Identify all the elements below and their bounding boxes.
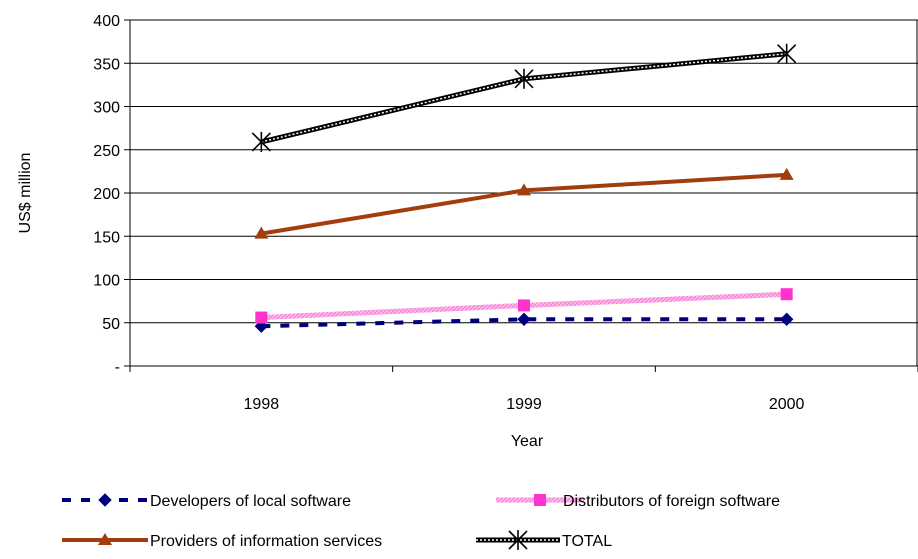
series-distributors-of-foreign-software: [255, 288, 793, 324]
marker-star: [514, 68, 534, 89]
legend-label: Providers of information services: [150, 533, 382, 550]
marker-triangle: [517, 183, 531, 196]
marker-star: [251, 131, 271, 152]
legend: Developers of local software Distributors…: [62, 493, 780, 550]
y-tick-label: 250: [93, 143, 120, 160]
marker-square: [534, 494, 546, 506]
marker-triangle: [779, 167, 794, 180]
x-tick-label: 1999: [506, 396, 542, 413]
marker-square: [780, 288, 793, 301]
marker-triangle: [254, 226, 269, 239]
axes: - 50 100 150 200 250 300 350 400 1998 1999 2000: [93, 13, 918, 413]
series-line: [261, 52, 787, 143]
marker-square: [255, 311, 268, 324]
marker-square: [518, 299, 530, 312]
legend-label: Developers of local software: [150, 493, 351, 510]
legend-item: Distributors of foreign software: [496, 493, 780, 510]
y-tick-label: 100: [93, 273, 120, 290]
y-tick-label: 200: [93, 186, 120, 203]
series-line: [260, 51, 787, 145]
legend-item: Developers of local software: [62, 493, 351, 510]
x-tick-label: 1998: [244, 396, 280, 413]
legend-item: TOTAL: [476, 530, 612, 550]
series-providers-of-information-services: [254, 167, 794, 239]
marker-star: [508, 530, 528, 550]
y-tick-label: 50: [102, 316, 120, 333]
x-axis-label: Year: [511, 433, 544, 450]
y-tick-label: 150: [93, 229, 120, 246]
series-group: [251, 43, 797, 333]
series-total: [251, 43, 797, 152]
y-tick-label: 400: [93, 13, 120, 30]
legend-label: Distributors of foreign software: [563, 493, 780, 510]
marker-triangle: [98, 533, 112, 545]
legend-label: TOTAL: [562, 533, 612, 550]
marker-diamond: [98, 493, 112, 507]
y-axis-label: US$ million: [17, 153, 34, 234]
legend-item: Providers of information services: [62, 533, 382, 550]
x-tick-label: 2000: [769, 396, 805, 413]
marker-star: [777, 43, 797, 64]
y-tick-label: 300: [93, 100, 120, 117]
marker-diamond: [517, 312, 531, 326]
y-tick-label: -: [115, 359, 120, 376]
series-line: [261, 317, 787, 329]
y-tick-label: 350: [93, 56, 120, 73]
marker-diamond: [779, 312, 794, 326]
